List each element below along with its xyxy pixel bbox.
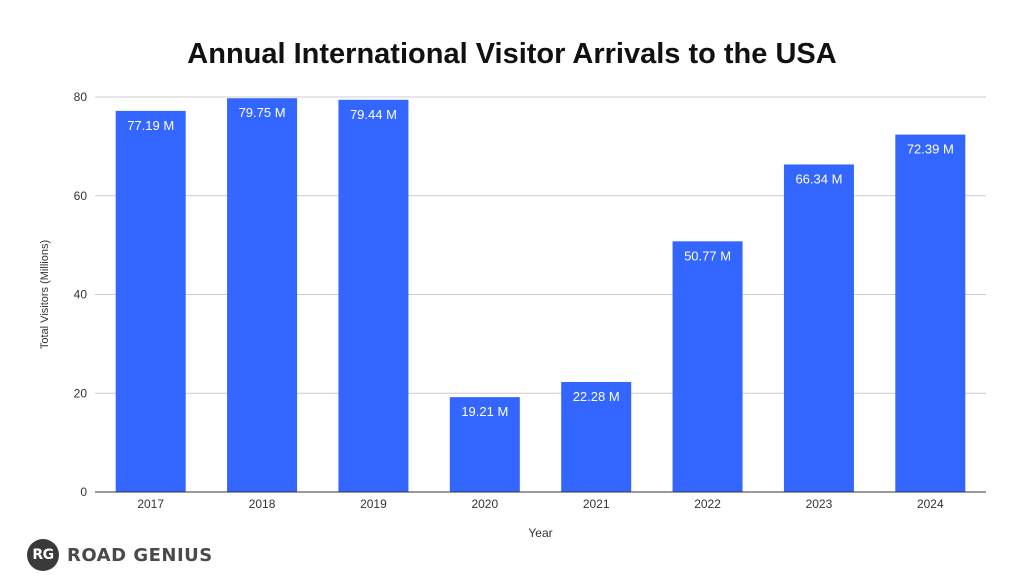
bar-2023 [783,164,854,493]
chart-title: Annual International Visitor Arrivals to… [187,38,837,70]
data-label: 66.34 M [795,171,842,186]
data-label: 77.19 M [127,118,174,133]
logo-badge-icon: RG [27,539,59,571]
bar-2024 [895,134,966,492]
x-tick-label: 2018 [249,497,276,511]
x-axis-title: Year [528,526,552,540]
y-tick-label: 80 [74,90,88,104]
x-tick-label: 2023 [806,497,833,511]
bar-2021 [561,381,632,492]
data-label: 50.77 M [684,248,731,263]
x-tick-label: 2017 [137,497,164,511]
y-axis-title: Total Visitors (Millions) [39,240,51,349]
y-tick-label: 40 [74,288,88,302]
y-tick-label: 0 [80,485,87,499]
data-label: 79.44 M [350,107,397,122]
bar-2022 [672,241,743,492]
bar-2017 [115,110,186,492]
brand-logo: RG ROAD GENIUS [27,539,213,571]
x-tick-label: 2019 [360,497,387,511]
data-label: 19.21 M [461,404,508,419]
bars [115,98,966,493]
logo-wordmark: ROAD GENIUS [67,544,213,566]
data-labels: 77.19 M 79.75 M 79.44 M 19.21 M 22.28 M 50.77… [127,105,954,419]
data-label: 72.39 M [907,142,954,157]
data-label: 22.28 M [573,389,620,404]
bar-2019 [338,99,409,492]
y-tick-label: 20 [74,386,88,400]
x-tick-label: 2020 [471,497,498,511]
axes: 0 20 40 60 80 2017 2018 2019 2020 2021 2022 2023 202… [39,90,986,540]
bar-2018 [227,98,298,492]
bar-2020 [449,397,520,492]
x-tick-label: 2021 [583,497,610,511]
y-tick-label: 60 [74,189,88,203]
x-tick-label: 2022 [694,497,721,511]
data-label: 79.75 M [239,105,286,120]
x-tick-label: 2024 [917,497,944,511]
